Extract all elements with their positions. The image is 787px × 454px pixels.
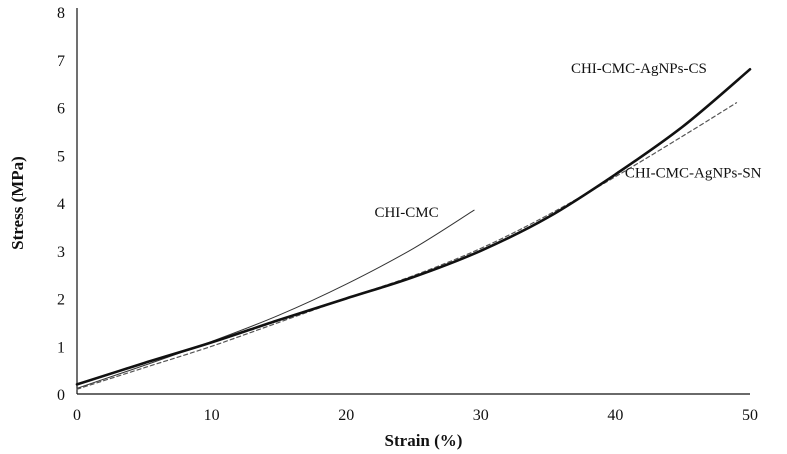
- series-line-agnps-sn: [76, 102, 738, 390]
- x-tick-label: 20: [338, 407, 354, 424]
- x-tick-label: 0: [73, 407, 81, 424]
- x-tick-label: 50: [742, 407, 758, 424]
- x-axis-title: Strain (%): [385, 431, 463, 450]
- x-tick-label: 30: [473, 407, 489, 424]
- series-line-agnps-cs: [75, 68, 752, 386]
- y-tick-label: 6: [57, 101, 65, 118]
- x-tick-labels: 0 10 20 30 40 50: [73, 407, 758, 424]
- axes: [76, 8, 750, 395]
- y-tick-label: 2: [57, 292, 65, 309]
- y-tick-labels: 0 1 2 3 4 5 6 7 8: [57, 5, 65, 404]
- x-tick-label: 40: [607, 407, 623, 424]
- y-tick-label: 3: [57, 244, 65, 261]
- y-tick-label: 8: [57, 5, 65, 22]
- y-tick-label: 4: [57, 196, 65, 213]
- y-axis-title: Stress (MPa): [8, 156, 27, 250]
- y-tick-label: 7: [57, 53, 65, 70]
- y-tick-label: 1: [57, 339, 65, 356]
- series-lines: [75, 68, 752, 390]
- y-tick-label: 0: [57, 387, 65, 404]
- series-label-agnps-sn: CHI-CMC-AgNPs-SN: [625, 166, 762, 182]
- y-tick-label: 5: [57, 148, 65, 165]
- series-label-chi-cmc: CHI-CMC: [374, 205, 438, 221]
- series-line-chi-cmc: [76, 209, 475, 389]
- x-tick-label: 10: [204, 407, 220, 424]
- series-label-agnps-cs: CHI-CMC-AgNPs-CS: [571, 61, 707, 77]
